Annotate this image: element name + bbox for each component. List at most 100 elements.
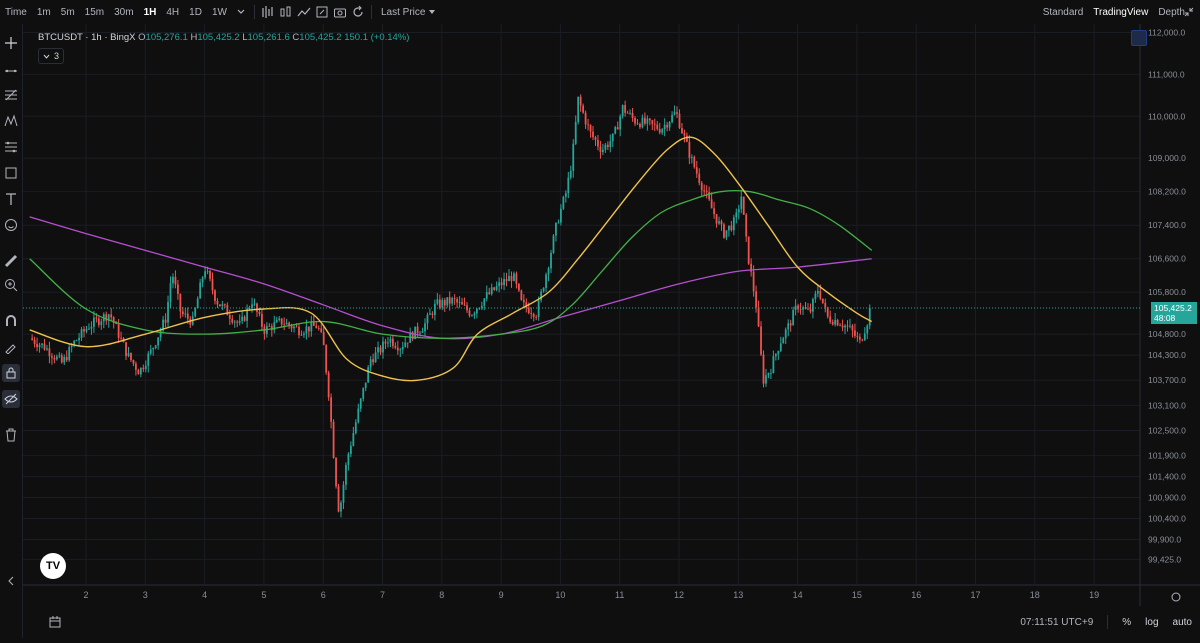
- auto-scale-button[interactable]: auto: [1172, 616, 1192, 628]
- pattern-icon[interactable]: [2, 112, 20, 130]
- timeframe-1h[interactable]: 1H: [143, 6, 157, 18]
- candle-body: [562, 196, 565, 209]
- candle-body: [95, 317, 98, 319]
- x-axis-tick-label: 2: [83, 590, 88, 600]
- bar-chart-type-icon[interactable]: [277, 3, 295, 21]
- timeframe-5m[interactable]: 5m: [60, 6, 75, 18]
- indicators-toggle[interactable]: 3: [38, 48, 65, 64]
- candle-body: [777, 351, 780, 355]
- rectangle-icon[interactable]: [2, 164, 20, 182]
- candle-body: [540, 291, 543, 301]
- indicators-icon[interactable]: [295, 3, 313, 21]
- projection-icon[interactable]: [2, 138, 20, 156]
- candle-body: [70, 345, 73, 348]
- candle-body: [253, 303, 256, 305]
- lock-icon[interactable]: [2, 364, 20, 382]
- candle-body: [787, 323, 790, 330]
- crosshair-icon[interactable]: [2, 34, 20, 52]
- candle-body: [58, 355, 61, 357]
- timeframe-1d[interactable]: 1D: [189, 6, 202, 18]
- candle-body: [424, 323, 426, 332]
- ma-mid-line: [29, 189, 873, 339]
- candle-body: [686, 135, 688, 142]
- view-tradingview[interactable]: TradingView: [1093, 6, 1149, 18]
- fib-retracement-icon[interactable]: [2, 86, 20, 104]
- candle-body: [525, 302, 528, 308]
- clock-time[interactable]: 07:11:51 UTC+9: [1020, 616, 1094, 628]
- candle-body: [369, 359, 372, 368]
- trash-icon[interactable]: [2, 426, 20, 444]
- candle-body: [458, 302, 461, 303]
- candle-body: [362, 387, 365, 399]
- candle-body: [609, 141, 612, 148]
- timeframe-30m[interactable]: 30m: [114, 6, 134, 18]
- candle-body: [779, 343, 782, 352]
- candle-body: [550, 252, 552, 269]
- chart-area[interactable]: 112,000.0 111,000.0 110,000.0 109,000.0 108,…: [23, 24, 1200, 638]
- text-icon[interactable]: [2, 190, 20, 208]
- candle-body: [342, 484, 345, 503]
- candle-body: [666, 124, 669, 128]
- stay-in-drawing-icon[interactable]: [2, 338, 20, 356]
- edit-layout-icon[interactable]: [313, 3, 331, 21]
- timeframe-15m[interactable]: 15m: [84, 6, 105, 18]
- candle-body: [755, 291, 757, 308]
- y-axis-tick-label: 104,300.0: [1148, 350, 1186, 360]
- settings-gear-icon[interactable]: [1171, 592, 1181, 602]
- candle-body: [559, 208, 562, 223]
- candle-body: [372, 359, 375, 363]
- ruler-icon[interactable]: [2, 252, 20, 270]
- zoom-in-icon[interactable]: [2, 276, 20, 294]
- candle-body: [656, 124, 659, 130]
- collapse-sidebar-icon[interactable]: [2, 572, 20, 590]
- candle-body: [238, 321, 241, 323]
- timeframe-4h[interactable]: 4H: [166, 6, 180, 18]
- candle-body: [861, 339, 864, 341]
- candle-body: [139, 367, 142, 375]
- candle-body: [419, 332, 421, 334]
- reset-icon[interactable]: [349, 3, 367, 21]
- view-depth[interactable]: Depth: [1158, 6, 1185, 18]
- candle-body: [100, 321, 103, 325]
- chart-canvas[interactable]: 112,000.0 111,000.0 110,000.0 109,000.0 108,…: [23, 24, 1200, 638]
- candle-body: [868, 307, 871, 326]
- view-standard[interactable]: Standard: [1042, 6, 1084, 18]
- hide-drawings-icon[interactable]: [2, 390, 20, 408]
- candle-body: [616, 127, 619, 130]
- candle-body: [159, 330, 162, 338]
- chevron-down-icon[interactable]: [232, 3, 250, 21]
- candle-body: [557, 222, 560, 224]
- candle-body: [144, 365, 147, 370]
- trend-line-icon[interactable]: [2, 62, 20, 80]
- candle-body: [177, 284, 179, 294]
- timeframe-1w[interactable]: 1W: [211, 6, 227, 18]
- candle-body: [750, 263, 753, 272]
- x-axis-tick-label: 6: [321, 590, 326, 600]
- toolbar-divider: [370, 5, 372, 19]
- timeframe-time[interactable]: Time: [5, 6, 27, 18]
- toolbar-divider: [253, 5, 255, 19]
- emoji-icon[interactable]: [2, 216, 20, 234]
- candle-body: [747, 236, 750, 264]
- percent-scale-button[interactable]: %: [1122, 616, 1132, 628]
- candles-chart-type-icon[interactable]: [259, 3, 277, 21]
- tradingview-logo[interactable]: TV: [40, 553, 66, 579]
- candle-body: [127, 352, 130, 357]
- candle-body: [142, 367, 145, 370]
- price-type-dropdown[interactable]: Last Price: [376, 7, 441, 18]
- collapse-icon[interactable]: [1180, 3, 1198, 21]
- candle-body: [690, 157, 693, 158]
- calendar-icon[interactable]: [46, 613, 64, 631]
- candle-body: [762, 354, 765, 384]
- candle-body: [283, 324, 286, 326]
- log-scale-button[interactable]: log: [1145, 616, 1159, 628]
- candle-body: [522, 299, 525, 303]
- candle-body: [65, 357, 68, 361]
- timeframe-1m[interactable]: 1m: [36, 6, 51, 18]
- magnet-icon[interactable]: [2, 312, 20, 330]
- object-tree-button[interactable]: [1131, 30, 1147, 46]
- candle-body: [394, 345, 397, 348]
- camera-icon[interactable]: [331, 3, 349, 21]
- candle-body: [233, 321, 236, 323]
- indicator-count: 3: [54, 51, 60, 61]
